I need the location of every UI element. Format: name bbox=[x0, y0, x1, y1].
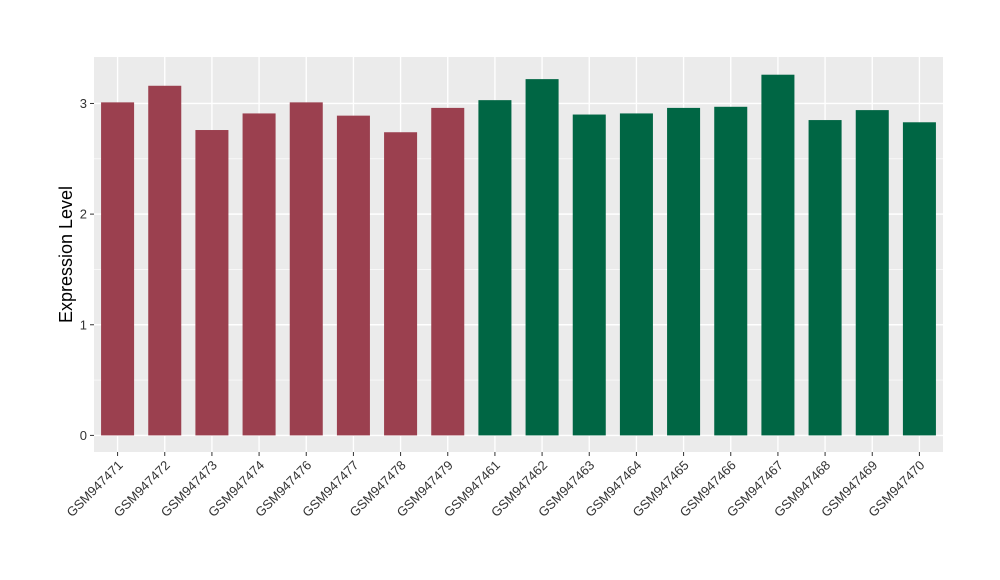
bar-GSM947467 bbox=[761, 74, 795, 436]
bar-GSM947470 bbox=[902, 122, 936, 436]
y-tick-label: 1 bbox=[80, 317, 87, 332]
x-axis: GSM947471GSM947472GSM947473GSM947474GSM9… bbox=[63, 452, 928, 520]
bar-GSM947472 bbox=[148, 85, 182, 436]
bar-GSM947461 bbox=[478, 100, 512, 436]
bar-GSM947478 bbox=[384, 132, 418, 436]
y-tick-label: 2 bbox=[80, 207, 87, 222]
bar-GSM947477 bbox=[336, 115, 370, 436]
bar-GSM947476 bbox=[289, 102, 323, 436]
bar-GSM947463 bbox=[572, 114, 606, 436]
bar-GSM947469 bbox=[855, 110, 889, 436]
y-tick-label: 0 bbox=[80, 428, 87, 443]
y-axis: 0 1 2 3 bbox=[80, 96, 94, 443]
bar-GSM947465 bbox=[667, 107, 701, 436]
plot-panel bbox=[94, 57, 943, 452]
y-tick-label: 3 bbox=[80, 96, 87, 111]
bars bbox=[101, 74, 936, 436]
bar-GSM947468 bbox=[808, 120, 842, 436]
bar-GSM947462 bbox=[525, 79, 559, 436]
bar-GSM947474 bbox=[242, 113, 276, 436]
bar-GSM947466 bbox=[714, 106, 748, 436]
y-axis-title: Expression Level bbox=[56, 186, 76, 323]
minor-gridlines bbox=[94, 158, 943, 381]
bar-GSM947473 bbox=[195, 130, 229, 436]
bar-GSM947479 bbox=[431, 107, 465, 436]
bar-GSM947471 bbox=[101, 102, 135, 436]
bar-GSM947464 bbox=[619, 113, 653, 436]
